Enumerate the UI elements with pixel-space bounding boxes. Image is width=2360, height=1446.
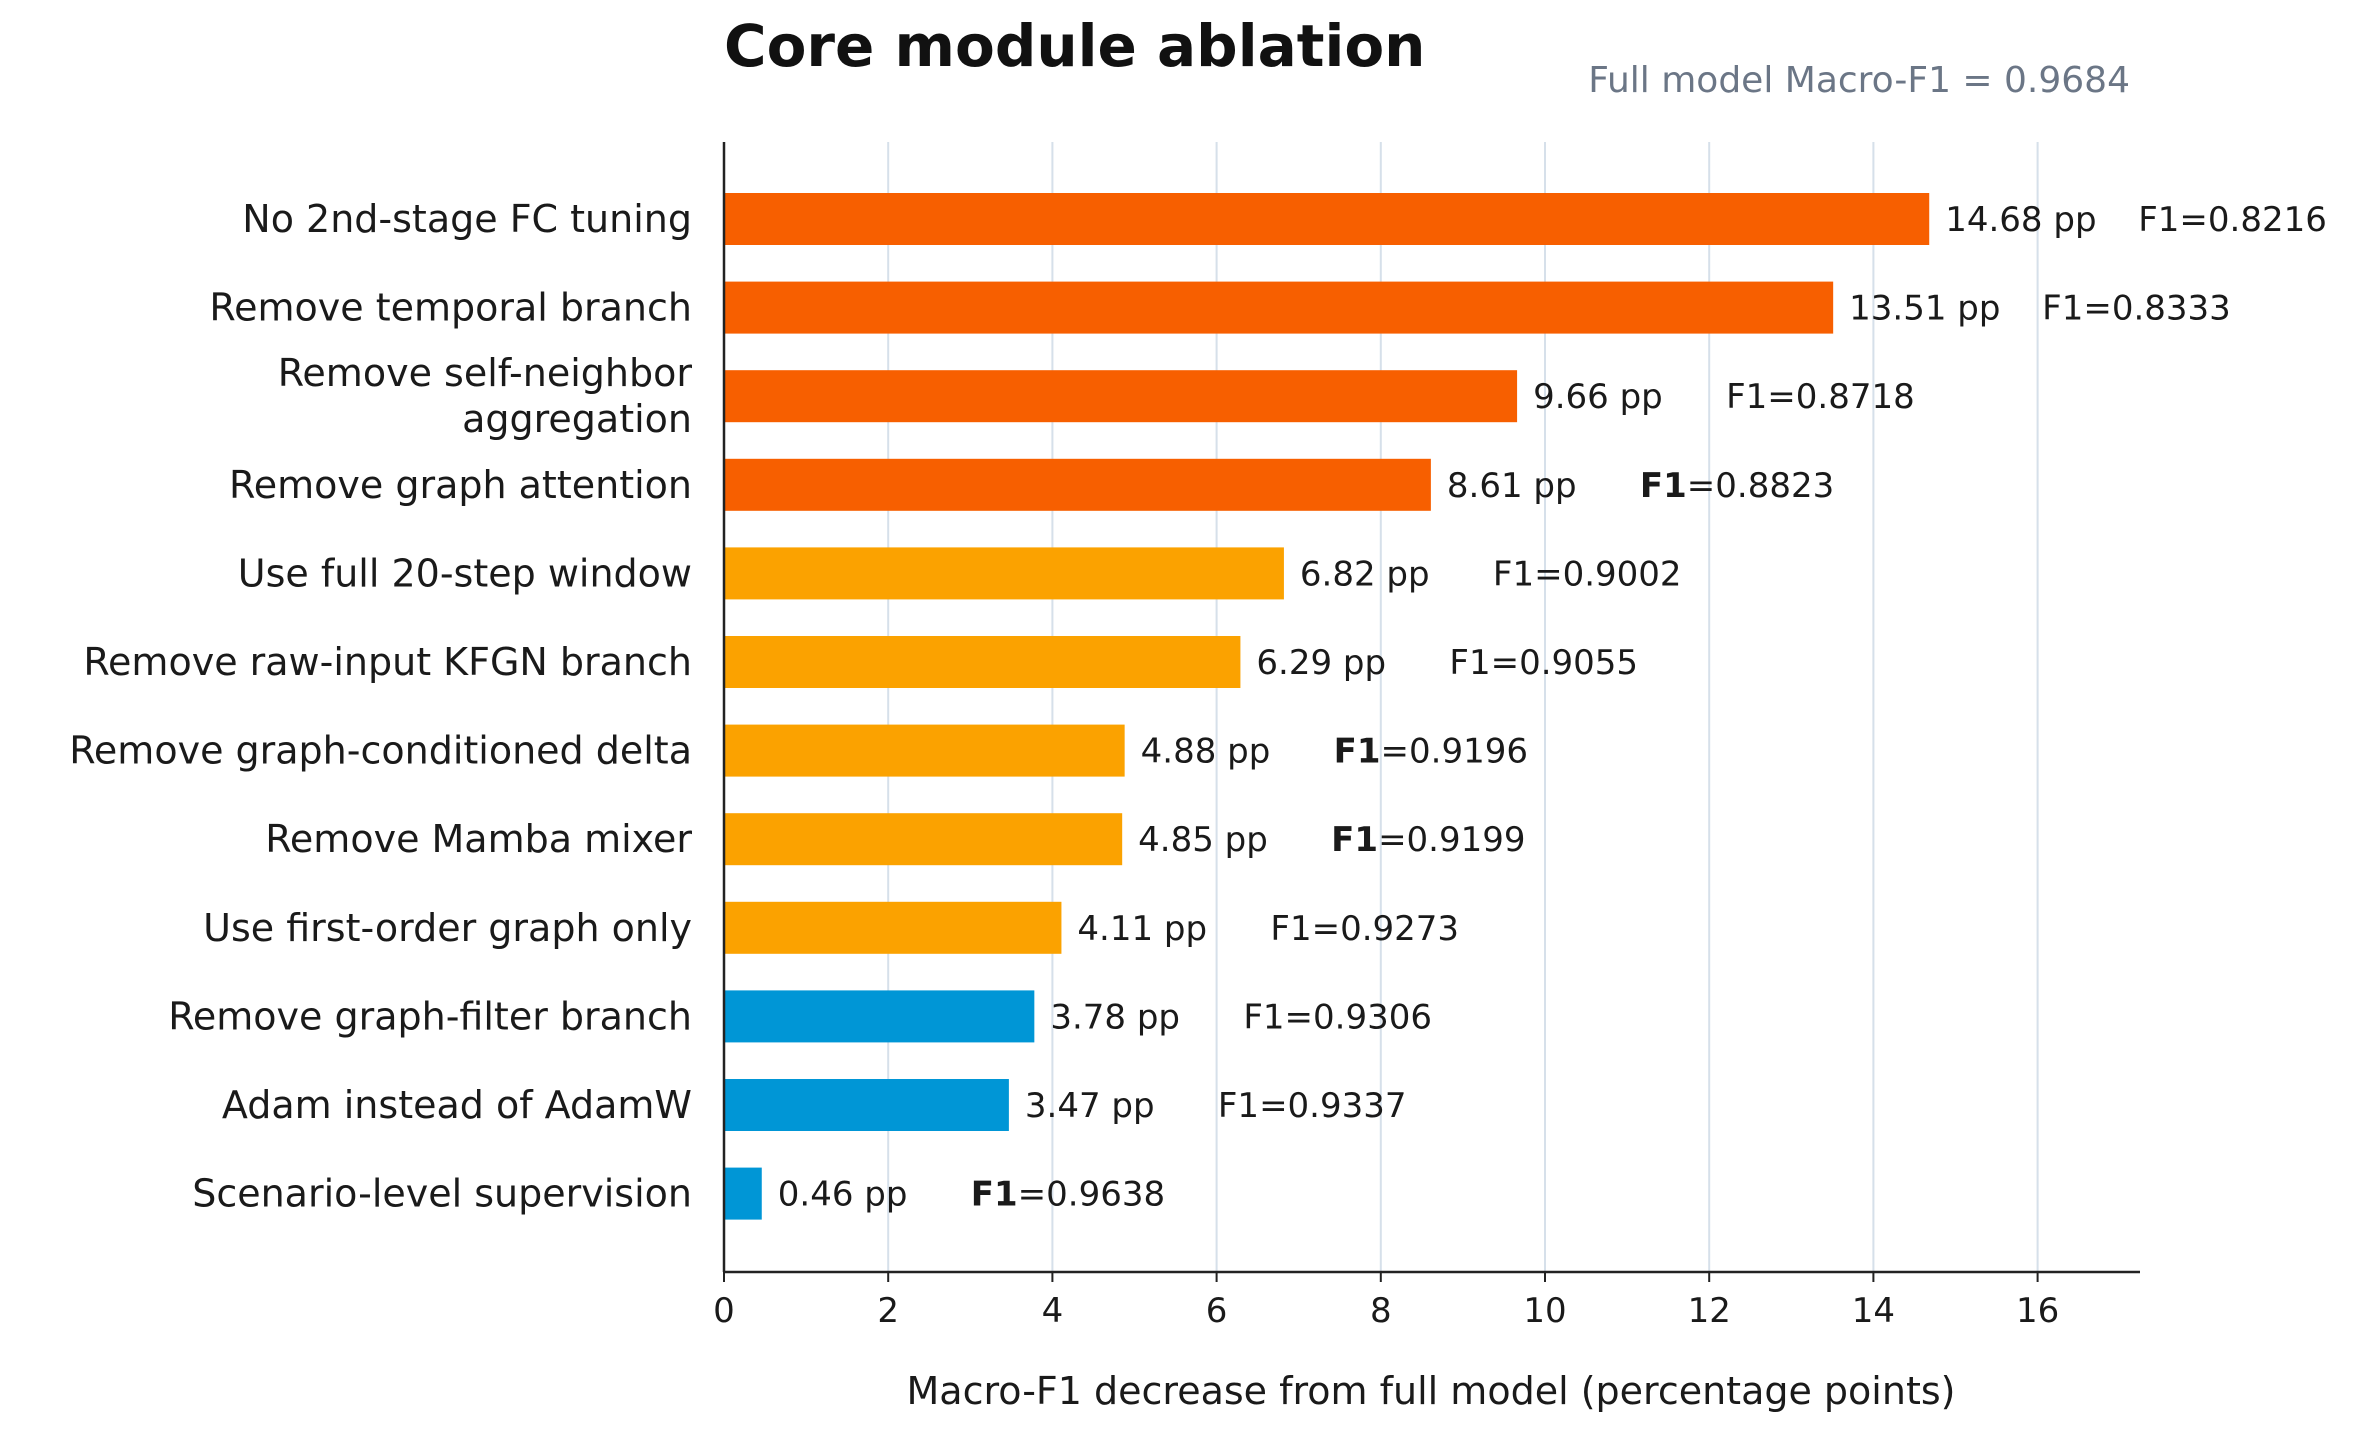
bar [724, 990, 1035, 1043]
category-label: No 2nd-stage FC tuning [242, 197, 692, 241]
x-tick-label: 8 [1370, 1291, 1392, 1331]
bar [724, 547, 1284, 600]
bar-f1-label: F1=0.9337 [1218, 1086, 1407, 1126]
bar-labels: 14.68 pp F1=0.8216 13.51 pp F1=0.8333 9.66 p… [778, 200, 2327, 1215]
x-tick-label: 6 [1206, 1291, 1228, 1331]
bar-f1-label: F1=0.9055 [1449, 643, 1638, 683]
bar-value-label: 3.47 pp [1025, 1086, 1155, 1126]
category-label: Remove raw-input KFGN branch [83, 640, 692, 684]
bar [724, 724, 1125, 777]
x-tick-label: 10 [1523, 1291, 1566, 1331]
bar-value-label: 3.78 pp [1050, 997, 1180, 1037]
bar [724, 193, 1930, 245]
chart-title: Core module ablation [724, 12, 1425, 80]
bar-f1-label: F1=0.8718 [1726, 377, 1915, 417]
bar-f1-label: F1=0.8333 [2042, 289, 2231, 329]
category-label: Remove temporal branch [209, 286, 692, 330]
bar-value-label: 0.46 pp [778, 1175, 908, 1215]
bar-value-label: 6.82 pp [1300, 554, 1430, 594]
bar [724, 636, 1241, 688]
bar-value-label: 4.85 pp [1138, 820, 1268, 860]
bar-value-label: 4.11 pp [1077, 909, 1207, 949]
bar [724, 1167, 762, 1220]
category-label: Remove graph attention [229, 463, 692, 507]
bar [724, 1079, 1009, 1131]
bar-f1-label: F1=0.9196 [1334, 732, 1528, 772]
category-label: Use first-order graph only [203, 906, 692, 950]
bar [724, 458, 1431, 511]
category-label: Adam instead of AdamW [222, 1083, 692, 1127]
x-tick-label: 14 [1852, 1291, 1895, 1331]
x-tick-label: 0 [713, 1291, 735, 1331]
bar-value-label: 13.51 pp [1849, 289, 2000, 329]
bar-f1-label: F1=0.8216 [2138, 200, 2327, 240]
bar-f1-label: F1=0.9199 [1331, 820, 1525, 860]
bar [724, 370, 1518, 423]
chart-subtitle: Full model Macro-F1 = 0.9684 [1588, 60, 2130, 101]
category-label: Scenario-level supervision [192, 1172, 692, 1216]
x-axis-label: Macro-F1 decrease from full model (perce… [907, 1369, 1956, 1413]
bar-f1-label: F1=0.9273 [1270, 909, 1459, 949]
bar [724, 901, 1062, 954]
axes: 0 2 4 6 8 10 12 14 16 [713, 142, 2140, 1331]
bar-value-label: 9.66 pp [1533, 377, 1663, 417]
bar-f1-label: F1=0.9638 [971, 1175, 1165, 1215]
bar-value-label: 14.68 pp [1945, 200, 2096, 240]
category-label: Remove self-neighbor aggregation [278, 351, 693, 441]
bar-f1-label: F1=0.8823 [1640, 466, 1834, 506]
x-tick-label: 4 [1042, 1291, 1064, 1331]
bar-value-label: 4.88 pp [1141, 732, 1271, 772]
category-labels: No 2nd-stage FC tuning Remove temporal br… [69, 197, 692, 1216]
x-tick-label: 12 [1688, 1291, 1731, 1331]
bar-value-label: 8.61 pp [1447, 466, 1577, 506]
category-label: Remove graph-conditioned delta [69, 729, 692, 773]
bar-value-label: 6.29 pp [1256, 643, 1386, 683]
bar [724, 813, 1123, 866]
category-label: Remove Mamba mixer [265, 817, 692, 861]
category-label: Use full 20-step window [238, 551, 692, 595]
bar [724, 281, 1834, 334]
x-tick-label: 16 [2016, 1291, 2059, 1331]
x-tick-label: 2 [877, 1291, 899, 1331]
bar-f1-label: F1=0.9306 [1243, 997, 1432, 1037]
bars [724, 193, 1930, 1220]
category-label: Remove graph-filter branch [168, 994, 692, 1038]
bar-f1-label: F1=0.9002 [1493, 554, 1682, 594]
